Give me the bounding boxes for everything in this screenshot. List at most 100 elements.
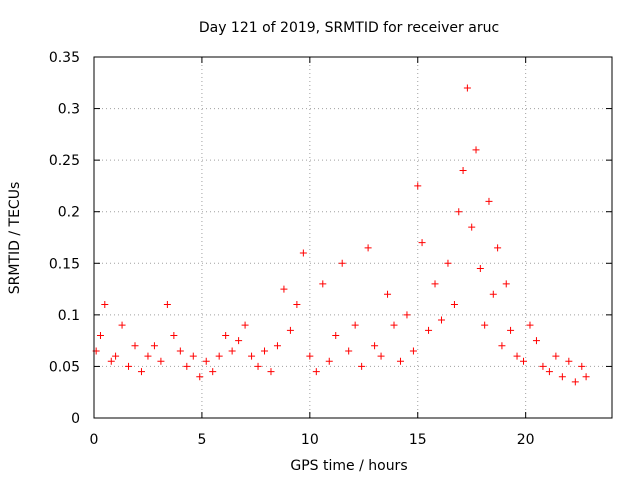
data-point [498, 342, 506, 350]
data-point [384, 290, 392, 298]
data-point [539, 362, 547, 370]
data-point [571, 378, 579, 386]
x-tick-label: 15 [409, 432, 427, 448]
data-point [241, 321, 249, 329]
data-point [578, 362, 586, 370]
x-tick-label: 20 [517, 432, 535, 448]
data-point [520, 357, 528, 365]
y-tick-label: 0.3 [58, 102, 80, 118]
data-point [254, 362, 262, 370]
data-point [267, 368, 275, 376]
data-point [565, 357, 573, 365]
data-point [468, 223, 476, 231]
data-point [215, 352, 223, 360]
data-point [459, 166, 467, 174]
data-point [526, 321, 534, 329]
data-point [286, 326, 294, 334]
data-point [409, 347, 417, 355]
data-point [463, 84, 471, 92]
data-point [437, 316, 445, 324]
data-point [345, 347, 353, 355]
x-tick-label: 0 [90, 432, 99, 448]
data-point [228, 347, 236, 355]
data-point [358, 362, 366, 370]
series-srmtid [92, 84, 590, 386]
data-point [157, 357, 165, 365]
data-point [450, 301, 458, 309]
y-tick-label: 0.25 [49, 153, 80, 169]
data-point [319, 280, 327, 288]
data-point [196, 373, 204, 381]
data-point [125, 362, 133, 370]
data-point [306, 352, 314, 360]
data-point [332, 331, 340, 339]
data-point [273, 342, 281, 350]
data-point [582, 373, 590, 381]
data-point [403, 311, 411, 319]
data-point [351, 321, 359, 329]
data-point [431, 280, 439, 288]
data-point [494, 244, 502, 252]
data-point [293, 301, 301, 309]
data-point [107, 357, 115, 365]
data-point [485, 197, 493, 205]
data-point [476, 264, 484, 272]
x-tick-labels: 0 5 10 15 20 [90, 432, 535, 448]
data-point [112, 352, 120, 360]
x-axis-label: GPS time / hours [290, 458, 407, 474]
data-point [502, 280, 510, 288]
y-tick-label: 0.05 [49, 359, 80, 375]
data-point [312, 368, 320, 376]
y-tick-label: 0.15 [49, 256, 80, 272]
data-point [425, 326, 433, 334]
data-point [170, 331, 178, 339]
y-tick-label: 0.2 [58, 205, 80, 221]
plot-frame [93, 56, 613, 419]
data-point [377, 352, 385, 360]
data-point [101, 301, 109, 309]
data-point [489, 290, 497, 298]
data-point [280, 285, 288, 293]
data-point [209, 368, 217, 376]
data-point [455, 208, 463, 216]
data-point [150, 342, 158, 350]
data-point [481, 321, 489, 329]
y-tick-labels: 0 0.05 0.1 0.15 0.2 0.25 0.3 0.35 [49, 50, 80, 427]
data-point [414, 182, 422, 190]
y-tick-label: 0 [71, 411, 80, 427]
data-point [558, 373, 566, 381]
data-point [118, 321, 126, 329]
data-point [444, 259, 452, 267]
x-tick-label: 10 [301, 432, 319, 448]
data-point [371, 342, 379, 350]
data-point [189, 352, 197, 360]
data-point [532, 337, 540, 345]
y-axis-label: SRMTID / TECUs [7, 182, 23, 295]
data-point [183, 362, 191, 370]
data-point [545, 368, 553, 376]
data-point [176, 347, 184, 355]
data-point [299, 249, 307, 257]
data-point [222, 331, 230, 339]
data-point [396, 357, 404, 365]
data-point [364, 244, 372, 252]
x-tick-label: 5 [197, 432, 206, 448]
data-point [235, 337, 243, 345]
data-point [137, 368, 145, 376]
y-tick-label: 0.35 [49, 50, 80, 66]
data-point [325, 357, 333, 365]
data-point [202, 357, 210, 365]
data-point [552, 352, 560, 360]
data-point [163, 301, 171, 309]
data-point [96, 331, 104, 339]
data-point [144, 352, 152, 360]
data-point [131, 342, 139, 350]
data-point [261, 347, 269, 355]
data-point [338, 259, 346, 267]
chart-title: Day 121 of 2019, SRMTID for receiver aru… [199, 20, 499, 36]
data-point [507, 326, 515, 334]
data-point [418, 239, 426, 247]
data-point [472, 146, 480, 154]
y-tick-label: 0.1 [58, 308, 80, 324]
